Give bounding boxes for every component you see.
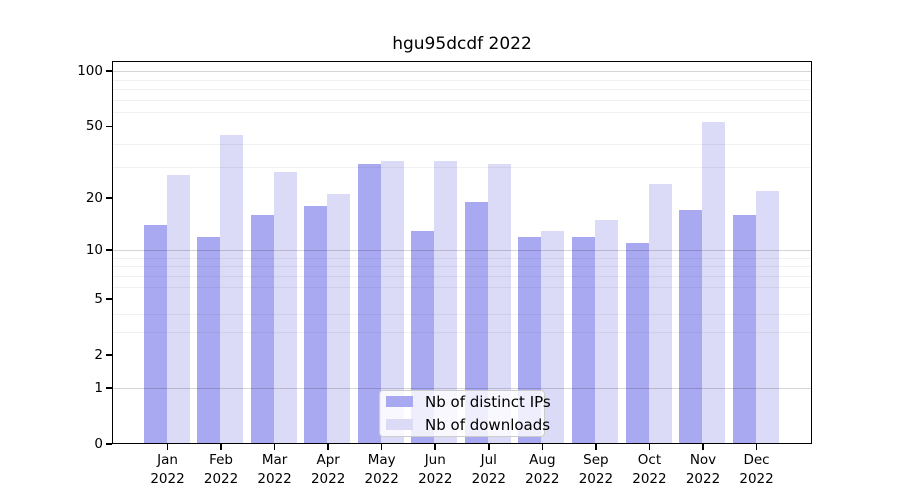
- x-tick-label-jul-2022: Jul 2022: [471, 452, 506, 487]
- bar-nb-of-downloads-nov-2022: [702, 121, 726, 444]
- bar-nb-of-distinct-ips-dec-2022: [732, 215, 756, 444]
- gridline-minor-40: [112, 143, 812, 145]
- legend-swatch-distinct-ips: [386, 396, 413, 407]
- bar-nb-of-downloads-jul-2022: [487, 163, 511, 444]
- x-tick-label-apr-2022: Apr 2022: [310, 452, 346, 487]
- x-tick-aug-2022: [541, 444, 544, 450]
- x-tick-label-aug-2022: Aug 2022: [525, 452, 560, 487]
- bar-nb-of-downloads-apr-2022: [327, 194, 351, 444]
- x-tick-apr-2022: [327, 444, 329, 450]
- bar-nb-of-distinct-ips-may-2022: [357, 163, 381, 444]
- y-tick-label-0: 0: [94, 436, 103, 452]
- gridline-major-1: [112, 387, 812, 389]
- legend-entry-distinct-ips: Nb of distinct IPs: [386, 393, 551, 411]
- legend-label-distinct-ips: Nb of distinct IPs: [425, 392, 551, 411]
- bar-nb-of-distinct-ips-jan-2022: [143, 225, 167, 444]
- bar-nb-of-distinct-ips-mar-2022: [250, 215, 274, 444]
- bar-nb-of-distinct-ips-jul-2022: [464, 201, 488, 444]
- gridline-minor-8: [112, 266, 812, 268]
- x-tick-label-oct-2022: Oct 2022: [632, 452, 667, 487]
- gridline-major-100: [112, 71, 812, 73]
- legend: Nb of distinct IPs Nb of downloads: [379, 389, 551, 437]
- x-tick-label-jan-2022: Jan 2022: [150, 452, 185, 487]
- bar-nb-of-downloads-may-2022: [380, 161, 404, 444]
- x-tick-mar-2022: [273, 444, 276, 450]
- x-tick-jan-2022: [166, 444, 169, 450]
- gridline-minor-6: [112, 286, 812, 288]
- x-tick-label-dec-2022: Dec 2022: [739, 452, 774, 487]
- bar-nb-of-downloads-sep-2022: [595, 219, 618, 444]
- bar-nb-of-distinct-ips-apr-2022: [304, 206, 328, 444]
- y-tick-100: [105, 70, 112, 72]
- y-tick-label-5: 5: [94, 291, 103, 308]
- bar-nb-of-downloads-jun-2022: [434, 161, 458, 444]
- y-tick-0: [105, 443, 112, 445]
- gridline-minor-7: [112, 275, 812, 277]
- x-tick-jun-2022: [434, 444, 437, 450]
- gridline-minor-4: [112, 313, 812, 315]
- gridline-minor-90: [112, 79, 812, 81]
- y-tick-1: [105, 387, 112, 389]
- bar-nb-of-distinct-ips-feb-2022: [197, 236, 221, 444]
- x-tick-label-may-2022: May 2022: [364, 452, 399, 487]
- gridline-minor-30: [112, 166, 812, 168]
- x-tick-label-sep-2022: Sep 2022: [578, 452, 614, 487]
- y-tick-label-20: 20: [85, 190, 103, 206]
- x-tick-label-mar-2022: Mar 2022: [257, 452, 292, 487]
- x-tick-jul-2022: [488, 444, 490, 450]
- x-tick-dec-2022: [755, 444, 758, 450]
- x-tick-label-nov-2022: Nov 2022: [685, 452, 721, 487]
- y-tick-label-2: 2: [94, 347, 103, 364]
- y-tick-20: [105, 197, 112, 199]
- y-tick-label-100: 100: [77, 63, 103, 80]
- gridline-minor-80: [112, 88, 812, 90]
- y-tick-label-50: 50: [85, 118, 103, 135]
- x-tick-label-jun-2022: Jun 2022: [418, 452, 453, 487]
- y-tick-10: [105, 249, 112, 252]
- x-tick-label-feb-2022: Feb 2022: [203, 452, 239, 487]
- y-tick-50: [105, 125, 112, 128]
- bar-nb-of-downloads-mar-2022: [273, 171, 297, 444]
- plot-area: [112, 60, 812, 444]
- gridline-minor-60: [112, 111, 812, 113]
- x-tick-feb-2022: [220, 444, 222, 450]
- y-tick-5: [105, 298, 112, 301]
- bar-nb-of-downloads-aug-2022: [541, 230, 565, 444]
- bar-nb-of-downloads-feb-2022: [220, 134, 244, 444]
- gridline-minor-9: [112, 257, 812, 259]
- y-tick-label-1: 1: [94, 379, 103, 396]
- bar-nb-of-downloads-jan-2022: [166, 174, 190, 444]
- y-tick-2: [105, 354, 112, 357]
- bar-nb-of-downloads-dec-2022: [755, 190, 779, 444]
- gridline-major-10: [112, 250, 812, 252]
- legend-label-downloads: Nb of downloads: [425, 415, 551, 434]
- legend-swatch-downloads: [386, 419, 413, 430]
- x-tick-nov-2022: [702, 444, 704, 450]
- x-tick-sep-2022: [595, 444, 597, 450]
- bar-nb-of-distinct-ips-nov-2022: [679, 210, 703, 444]
- bar-nb-of-distinct-ips-sep-2022: [572, 236, 595, 444]
- chart-title: hgu95dcdf 2022: [392, 34, 532, 54]
- y-tick-label-10: 10: [85, 242, 103, 259]
- legend-entry-downloads: Nb of downloads: [386, 416, 550, 434]
- bar-nb-of-distinct-ips-oct-2022: [625, 243, 649, 444]
- x-tick-may-2022: [380, 444, 383, 450]
- gridline-minor-70: [112, 99, 812, 101]
- bar-nb-of-downloads-oct-2022: [648, 183, 672, 444]
- gridline-minor-3: [112, 331, 812, 333]
- x-tick-oct-2022: [648, 444, 651, 450]
